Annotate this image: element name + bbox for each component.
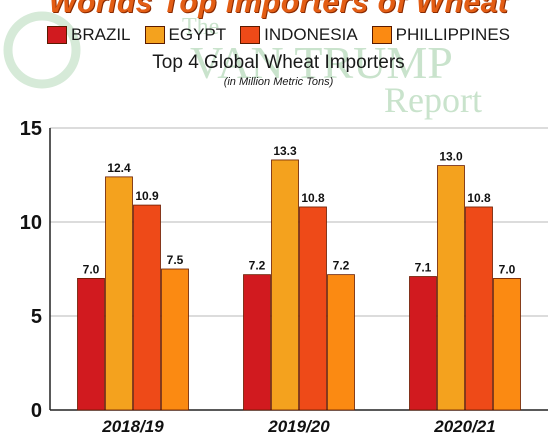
- y-tick-label: 15: [20, 118, 42, 140]
- legend-item: EGYPT: [144, 25, 227, 45]
- bar: [299, 206, 327, 411]
- legend-swatch: [144, 26, 165, 44]
- chart-legend: BRAZIL EGYPT INDONESIA PHILLIPPINES: [0, 22, 557, 48]
- bar: [161, 268, 189, 411]
- data-label: 12.4: [107, 161, 131, 175]
- data-label: 7.1: [415, 261, 432, 275]
- bar: [133, 204, 161, 411]
- legend-swatch: [46, 26, 67, 44]
- legend-item: PHILLIPPINES: [371, 25, 510, 45]
- legend-item: BRAZIL: [46, 25, 131, 45]
- bar: [437, 165, 465, 411]
- legend-swatch: [240, 26, 261, 44]
- data-label: 13.0: [439, 150, 463, 164]
- bar: [465, 206, 493, 411]
- bar: [327, 274, 355, 411]
- bar: [271, 159, 299, 411]
- y-tick-label: 5: [31, 306, 42, 328]
- data-label: 10.8: [301, 191, 325, 205]
- data-label: 7.2: [249, 259, 266, 273]
- data-label: 10.9: [135, 189, 159, 203]
- y-tick-label: 10: [20, 212, 42, 234]
- bar: [105, 176, 133, 411]
- bar: [493, 277, 521, 411]
- data-label: 13.3: [273, 144, 297, 158]
- bar: [409, 276, 437, 411]
- legend-item: INDONESIA: [240, 25, 358, 45]
- chart-title: Top 4 Global Wheat Importers: [152, 52, 405, 73]
- chart-subtitle: (in Million Metric Tons): [223, 76, 334, 88]
- data-label: 10.8: [467, 191, 491, 205]
- data-label: 7.2: [333, 259, 350, 273]
- data-label: 7.0: [499, 262, 516, 276]
- legend-swatch: [371, 26, 392, 44]
- x-tick-label: 2018/19: [101, 417, 164, 433]
- legend-label: EGYPT: [168, 25, 227, 44]
- legend-label: PHILLIPPINES: [395, 25, 510, 44]
- bar: [243, 274, 271, 411]
- legend-label: BRAZIL: [70, 25, 131, 44]
- x-tick-label: 2020/21: [433, 417, 495, 433]
- legend-label: INDONESIA: [264, 25, 358, 44]
- data-label: 7.5: [167, 253, 184, 267]
- bar: [77, 277, 105, 411]
- x-tick-label: 2019/20: [267, 417, 330, 433]
- y-tick-label: 0: [31, 400, 42, 422]
- banner-title: Worlds Top Importers of Wheat: [48, 0, 509, 19]
- data-label: 7.0: [83, 262, 100, 276]
